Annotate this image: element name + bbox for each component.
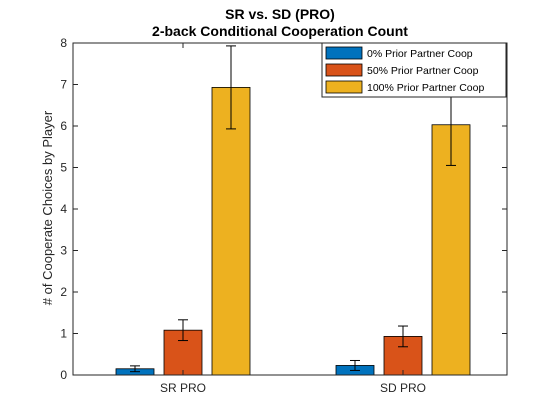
plot-area: 0 1 2 3 4 5 6 7 8 SR PRO SD PRO xyxy=(60,36,508,395)
legend-swatch xyxy=(325,63,363,77)
y-tick-label: 4 xyxy=(60,202,67,216)
x-tick-label: SR PRO xyxy=(160,381,206,395)
legend-swatch xyxy=(325,46,363,60)
y-tick-label: 8 xyxy=(60,36,67,50)
legend-label: 100% Prior Partner Coop xyxy=(367,82,484,94)
y-tick-label: 5 xyxy=(60,161,67,175)
y-tick-label: 6 xyxy=(60,119,67,133)
chart-subtitle: 2-back Conditional Cooperation Count xyxy=(152,23,408,39)
y-tick-label: 0 xyxy=(60,368,67,382)
legend: 0% Prior Partner Coop 50% Prior Partner C… xyxy=(321,42,507,98)
y-tick-label: 1 xyxy=(60,327,67,341)
y-tick-label: 3 xyxy=(60,244,67,258)
bar xyxy=(211,87,251,376)
y-tick-label: 2 xyxy=(60,285,67,299)
legend-label: 0% Prior Partner Coop xyxy=(367,48,473,60)
x-tick-label: SD PRO xyxy=(380,381,426,395)
bar xyxy=(431,124,471,376)
y-tick-label: 7 xyxy=(60,78,67,92)
chart-title: SR vs. SD (PRO) xyxy=(225,6,335,22)
legend-swatch xyxy=(325,80,363,94)
y-axis-label: # of Cooperate Choices by Player xyxy=(40,110,55,305)
legend-label: 50% Prior Partner Coop xyxy=(367,65,479,77)
plot-frame xyxy=(72,42,508,376)
